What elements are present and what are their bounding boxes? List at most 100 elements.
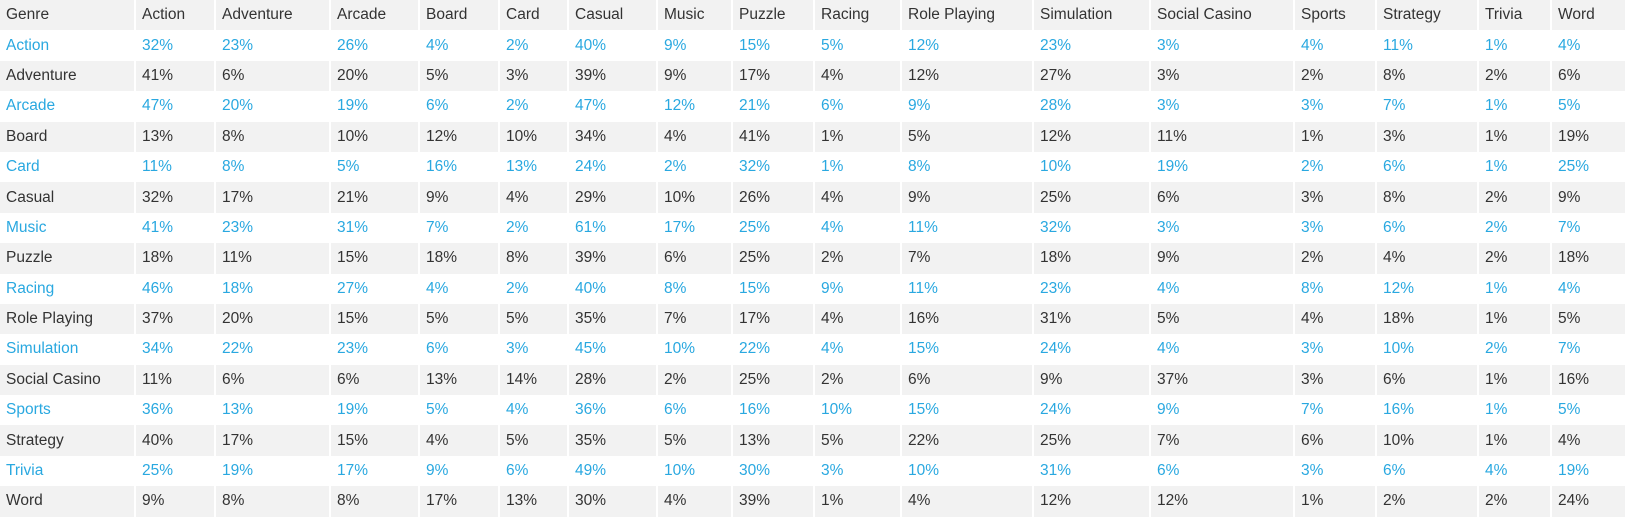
table-cell: 17% [732,60,815,92]
table-cell: 6% [1376,455,1479,487]
table-row: Sports 36% 13% 19% 5% 4% 36% 6% 16% 10% 15% 24% 9% 7%… [0,395,1626,426]
table-cell: 19% [1551,455,1626,487]
table-cell: 18% [1033,243,1151,274]
table-cell: 9% [901,91,1034,122]
table-cell: 9% [901,182,1034,213]
table-cell: 4% [419,425,500,456]
header-cell: Social Casino [1150,0,1295,31]
table-cell: 4% [419,30,500,61]
table-cell: 11% [1376,30,1479,61]
table-cell: 40% [568,273,658,304]
table-cell: 2% [1376,486,1479,517]
table-cell: 19% [215,455,331,487]
table-cell: 10% [901,455,1034,487]
table-cell: 6% [657,395,733,426]
table-cell: 37% [1150,364,1295,396]
table-cell: 16% [1551,364,1626,396]
table-cell: 8% [901,151,1034,183]
table-cell: 13% [499,486,569,517]
header-cell: Genre [0,0,136,31]
table-cell: 4% [1551,273,1626,304]
header-cell: Music [657,0,733,31]
table-cell: 1% [814,121,902,152]
table-cell: 6% [657,243,733,274]
table-cell: 7% [1551,334,1626,365]
table-cell: 25% [732,212,815,244]
table-cell: 4% [499,395,569,426]
table-cell: 3% [1376,121,1479,152]
table-cell: 2% [814,364,902,396]
table-cell: 45% [568,334,658,365]
table-cell: 13% [215,395,331,426]
header-cell: Sports [1294,0,1377,31]
table-cell: 10% [499,121,569,152]
table-row: Simulation 34% 22% 23% 6% 3% 45% 10% 22% 4% 15% 24%… [0,334,1626,365]
table-cell: 7% [657,303,733,335]
table-cell: 3% [1150,91,1295,122]
row-label: Action [0,30,136,61]
table-cell: 4% [419,273,500,304]
table-cell: 16% [1376,395,1479,426]
table-row: Music 41% 23% 31% 7% 2% 61% 17% 25% 4% 11% 32% 3% 3% 6… [0,212,1626,244]
table-cell: 7% [1376,91,1479,122]
table-cell: 19% [1551,121,1626,152]
table-cell: 7% [1294,395,1377,426]
header-cell: Simulation [1033,0,1151,31]
table-cell: 10% [814,395,902,426]
table-cell: 4% [814,60,902,92]
table-cell: 1% [1478,395,1552,426]
table-cell: 5% [419,395,500,426]
table-cell: 25% [135,455,216,487]
row-label: Sports [0,395,136,426]
table-cell: 11% [215,243,331,274]
table-cell: 49% [568,455,658,487]
row-label: Simulation [0,334,136,365]
table-cell: 12% [1150,486,1295,517]
header-cell: Action [135,0,216,31]
table-cell: 7% [1150,425,1295,456]
table-cell: 22% [215,334,331,365]
header-cell: Racing [814,0,902,31]
table-cell: 2% [1294,60,1377,92]
table-cell: 2% [499,212,569,244]
table-cell: 1% [814,151,902,183]
table-cell: 2% [1478,182,1552,213]
table-cell: 40% [135,425,216,456]
table-cell: 10% [1376,334,1479,365]
table-cell: 6% [1376,364,1479,396]
table-cell: 15% [330,303,420,335]
table-cell: 5% [330,151,420,183]
table-cell: 32% [135,182,216,213]
table-cell: 26% [330,30,420,61]
table-cell: 1% [1478,273,1552,304]
table-cell: 9% [1551,182,1626,213]
table-cell: 11% [901,212,1034,244]
row-label: Social Casino [0,364,136,396]
table-cell: 2% [1478,243,1552,274]
table-cell: 5% [657,425,733,456]
row-label: Card [0,151,136,183]
table-cell: 23% [1033,273,1151,304]
table-row: Puzzle 18% 11% 15% 18% 8% 39% 6% 25% 2% 7% 18% 9% 2% 4… [0,243,1626,274]
table-cell: 2% [1478,334,1552,365]
table-cell: 1% [1478,151,1552,183]
table-cell: 3% [1150,30,1295,61]
table-row: Strategy 40% 17% 15% 4% 5% 35% 5% 13% 5% 22% 25% 7% 6… [0,425,1626,456]
table-cell: 3% [1294,334,1377,365]
table-cell: 6% [1376,151,1479,183]
header-cell: Casual [568,0,658,31]
table-cell: 13% [135,121,216,152]
table-cell: 9% [814,273,902,304]
table-cell: 19% [330,395,420,426]
table-cell: 4% [499,182,569,213]
table-cell: 25% [1033,182,1151,213]
table-cell: 25% [732,364,815,396]
row-label: Adventure [0,60,136,92]
table-cell: 10% [657,455,733,487]
table-cell: 31% [1033,455,1151,487]
table-cell: 2% [1294,151,1377,183]
table-cell: 12% [901,60,1034,92]
table-cell: 28% [568,364,658,396]
table-cell: 12% [901,30,1034,61]
table-cell: 9% [1150,243,1295,274]
